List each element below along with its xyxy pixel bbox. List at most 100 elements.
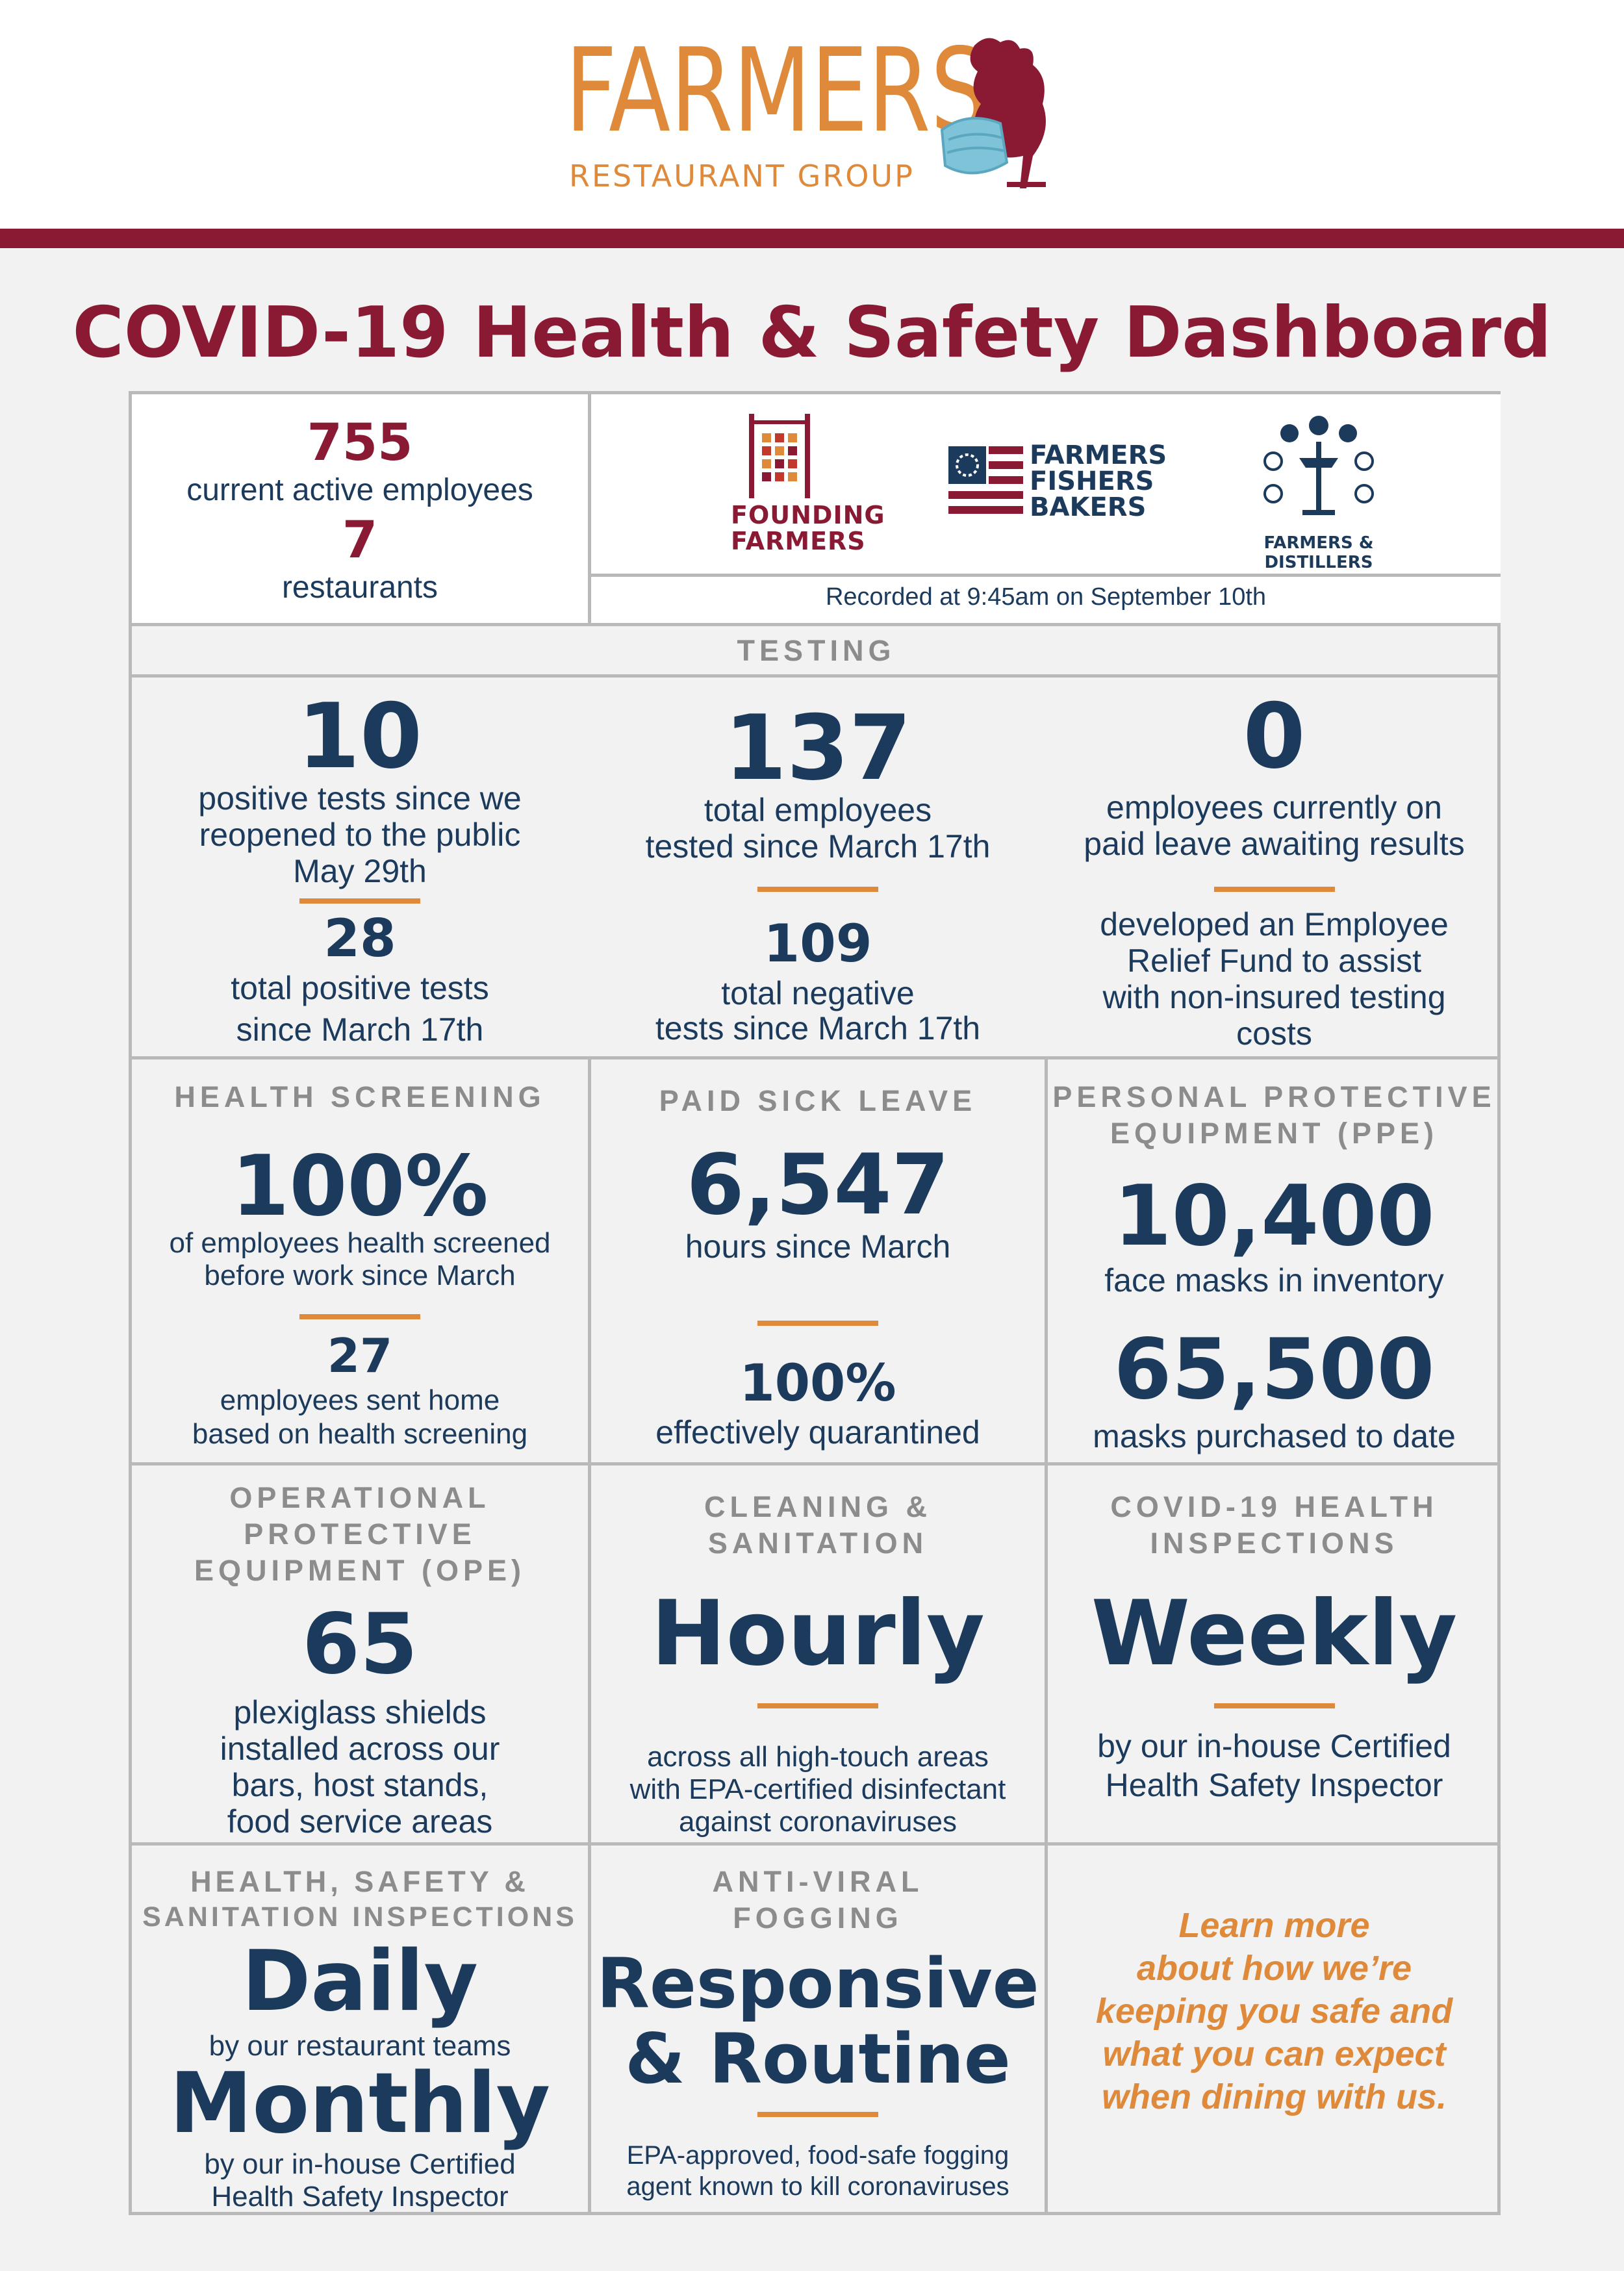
hss-monthly-value: Monthly bbox=[169, 2055, 551, 2152]
relief-fund-line-2: Relief Fund to assist bbox=[1127, 943, 1421, 979]
grid-line bbox=[591, 574, 1501, 577]
testing-positive-cell: 10 positive tests since we reopened to t… bbox=[132, 678, 588, 1056]
plexiglass-label-2: installed across our bbox=[220, 1731, 500, 1767]
total-positive-label-2: since March 17th bbox=[236, 1011, 484, 1048]
hss-heading-line-1: HEALTH, SAFETY & bbox=[190, 1865, 529, 1898]
learn-more-line-5[interactable]: when dining with us. bbox=[1102, 2077, 1447, 2116]
cleaning-label-3: against coronaviruses bbox=[678, 1806, 957, 1838]
flag-icon bbox=[948, 446, 1023, 514]
ope-heading-line-1: OPERATIONAL bbox=[229, 1481, 490, 1514]
grid-line bbox=[132, 1056, 1501, 1059]
grid-line bbox=[588, 394, 591, 623]
restaurants-value: 7 bbox=[342, 511, 378, 570]
learn-more-line-1[interactable]: Learn more bbox=[1178, 1906, 1370, 1945]
negative-tests-label-2: tests since March 17th bbox=[655, 1010, 981, 1047]
negative-tests-value: 109 bbox=[763, 913, 872, 974]
orange-divider bbox=[757, 887, 878, 892]
employees-label: current active employees bbox=[186, 473, 533, 507]
ppe-heading-line-1: PERSONAL PROTECTIVE bbox=[1052, 1080, 1496, 1113]
fogging-label-1: EPA-approved, food-safe fogging bbox=[626, 2141, 1009, 2170]
inspections-frequency: Weekly bbox=[1091, 1581, 1458, 1686]
health-screening-heading: HEALTH SCREENING bbox=[174, 1080, 546, 1113]
relief-fund-line-3: with non-insured testing bbox=[1102, 979, 1446, 1015]
hss-daily-label: by our restaurant teams bbox=[209, 2030, 511, 2062]
quarantined-label: effectively quarantined bbox=[655, 1414, 980, 1451]
ppe-cell: PERSONAL PROTECTIVE EQUIPMENT (PPE) 10,4… bbox=[1048, 1059, 1501, 1462]
sent-home-label-1: employees sent home bbox=[220, 1384, 500, 1416]
orange-divider bbox=[1213, 1703, 1335, 1708]
cleaning-heading-line-2: SANITATION bbox=[707, 1527, 928, 1560]
positive-tests-label-1: positive tests since we bbox=[198, 780, 522, 817]
learn-more-line-2[interactable]: about how we’re bbox=[1136, 1949, 1412, 1988]
negative-tests-label-1: total negative bbox=[721, 975, 915, 1011]
recorded-cell: Recorded at 9:45am on September 10th bbox=[591, 577, 1501, 623]
ffb-line3: BAKERS bbox=[1030, 492, 1147, 522]
sick-leave-hours-value: 6,547 bbox=[686, 1137, 950, 1234]
founding-farmers-logo: FOUNDING FARMERS bbox=[731, 414, 885, 563]
founding-farmers-line1: FOUNDING bbox=[731, 501, 885, 529]
farmers-fishers-bakers-logo: FARMERS FISHERS BAKERS bbox=[948, 442, 1169, 531]
grid-line bbox=[132, 1462, 1501, 1465]
total-positive-value: 28 bbox=[324, 908, 396, 969]
testing-heading: TESTING bbox=[737, 634, 896, 667]
cleaning-heading-line-1: CLEANING & bbox=[704, 1490, 932, 1523]
relief-fund-line-4: costs bbox=[1236, 1015, 1312, 1052]
employees-tested-label-2: tested since March 17th bbox=[645, 828, 991, 865]
cleaning-label-1: across all high-touch areas bbox=[647, 1741, 989, 1773]
ffb-line1: FARMERS bbox=[1030, 440, 1167, 470]
fogging-heading-line-2: FOGGING bbox=[733, 1901, 903, 1935]
sent-home-label-2: based on health screening bbox=[192, 1418, 528, 1450]
ope-cell: OPERATIONAL PROTECTIVE EQUIPMENT (OPE) 6… bbox=[132, 1465, 588, 1842]
learn-more-line-3[interactable]: keeping you safe and bbox=[1095, 1992, 1453, 2031]
moon-phases-icon bbox=[1263, 416, 1374, 515]
masks-inventory-value: 10,400 bbox=[1113, 1168, 1435, 1265]
founding-farmers-line2: FARMERS bbox=[731, 527, 866, 555]
farmers-distillers-logo: FARMERS & DISTILLERS bbox=[1241, 412, 1397, 572]
ppe-heading-line-2: EQUIPMENT (PPE) bbox=[1110, 1117, 1439, 1150]
fogging-label-2: agent known to kill coronaviruses bbox=[626, 2172, 1009, 2201]
orange-divider bbox=[1213, 887, 1335, 892]
fogging-heading-line-1: ANTI-VIRAL bbox=[712, 1865, 924, 1898]
masks-purchased-value: 65,500 bbox=[1113, 1321, 1435, 1418]
grid-line bbox=[1045, 1056, 1048, 2212]
hss-monthly-label-2: Health Safety Inspector bbox=[211, 2181, 509, 2213]
awaiting-results-label-1: employees currently on bbox=[1106, 789, 1442, 826]
learn-more-cell[interactable]: Learn more about how we’re keeping you s… bbox=[1048, 1846, 1501, 2212]
health-screening-cell: HEALTH SCREENING 100% of employees healt… bbox=[132, 1059, 588, 1462]
positive-tests-label-3: May 29th bbox=[293, 853, 427, 889]
dashboard-grid: 755 current active employees 7 restauran… bbox=[129, 391, 1501, 2215]
plexiglass-label-3: bars, host stands, bbox=[231, 1767, 488, 1803]
positive-tests-label-2: reopened to the public bbox=[199, 817, 521, 853]
hss-inspections-cell: HEALTH, SAFETY & SANITATION INSPECTIONS … bbox=[132, 1846, 588, 2213]
plexiglass-label-1: plexiglass shields bbox=[233, 1694, 487, 1731]
health-screened-label-1: of employees health screened bbox=[169, 1227, 551, 1259]
employees-tested-value: 137 bbox=[724, 696, 912, 800]
grid-line bbox=[132, 623, 1501, 626]
fogging-value-line-2: & Routine bbox=[625, 2019, 1011, 2099]
farmers-distillers-name: FARMERS & DISTILLERS bbox=[1263, 533, 1374, 572]
cleaning-cell: CLEANING & SANITATION Hourly across all … bbox=[591, 1465, 1045, 1842]
farmers-restaurant-group-logo: FARMERS RESTAURANT GROUP bbox=[565, 26, 1059, 214]
orange-divider bbox=[299, 1314, 420, 1319]
grid-line bbox=[132, 1842, 1501, 1846]
orange-divider bbox=[299, 898, 420, 904]
rooster-mask-icon bbox=[940, 38, 1046, 188]
grid-line bbox=[132, 674, 1501, 678]
cleaning-label-2: with EPA-certified disinfectant bbox=[629, 1773, 1006, 1805]
plexiglass-value: 65 bbox=[301, 1596, 418, 1693]
learn-more-line-4[interactable]: what you can expect bbox=[1102, 2035, 1446, 2074]
learn-more-link[interactable]: Learn more about how we’re keeping you s… bbox=[1048, 1904, 1501, 2118]
logo-wordmark: FARMERS bbox=[565, 23, 988, 158]
awaiting-results-label-2: paid leave awaiting results bbox=[1084, 826, 1465, 862]
inspections-label-1: by our in-house Certified bbox=[1097, 1728, 1451, 1764]
sent-home-value: 27 bbox=[327, 1328, 393, 1383]
orange-divider bbox=[757, 1703, 878, 1708]
orange-divider bbox=[757, 1321, 878, 1326]
employees-tested-label-1: total employees bbox=[704, 792, 932, 828]
ffb-line2: FISHERS bbox=[1030, 466, 1154, 496]
testing-awaiting-cell: 0 employees currently on paid leave awai… bbox=[1048, 678, 1501, 1056]
hss-monthly-label-1: by our in-house Certified bbox=[204, 2148, 516, 2180]
cleaning-frequency: Hourly bbox=[651, 1581, 985, 1686]
header-divider bbox=[0, 229, 1624, 248]
positive-tests-value: 10 bbox=[297, 684, 423, 789]
